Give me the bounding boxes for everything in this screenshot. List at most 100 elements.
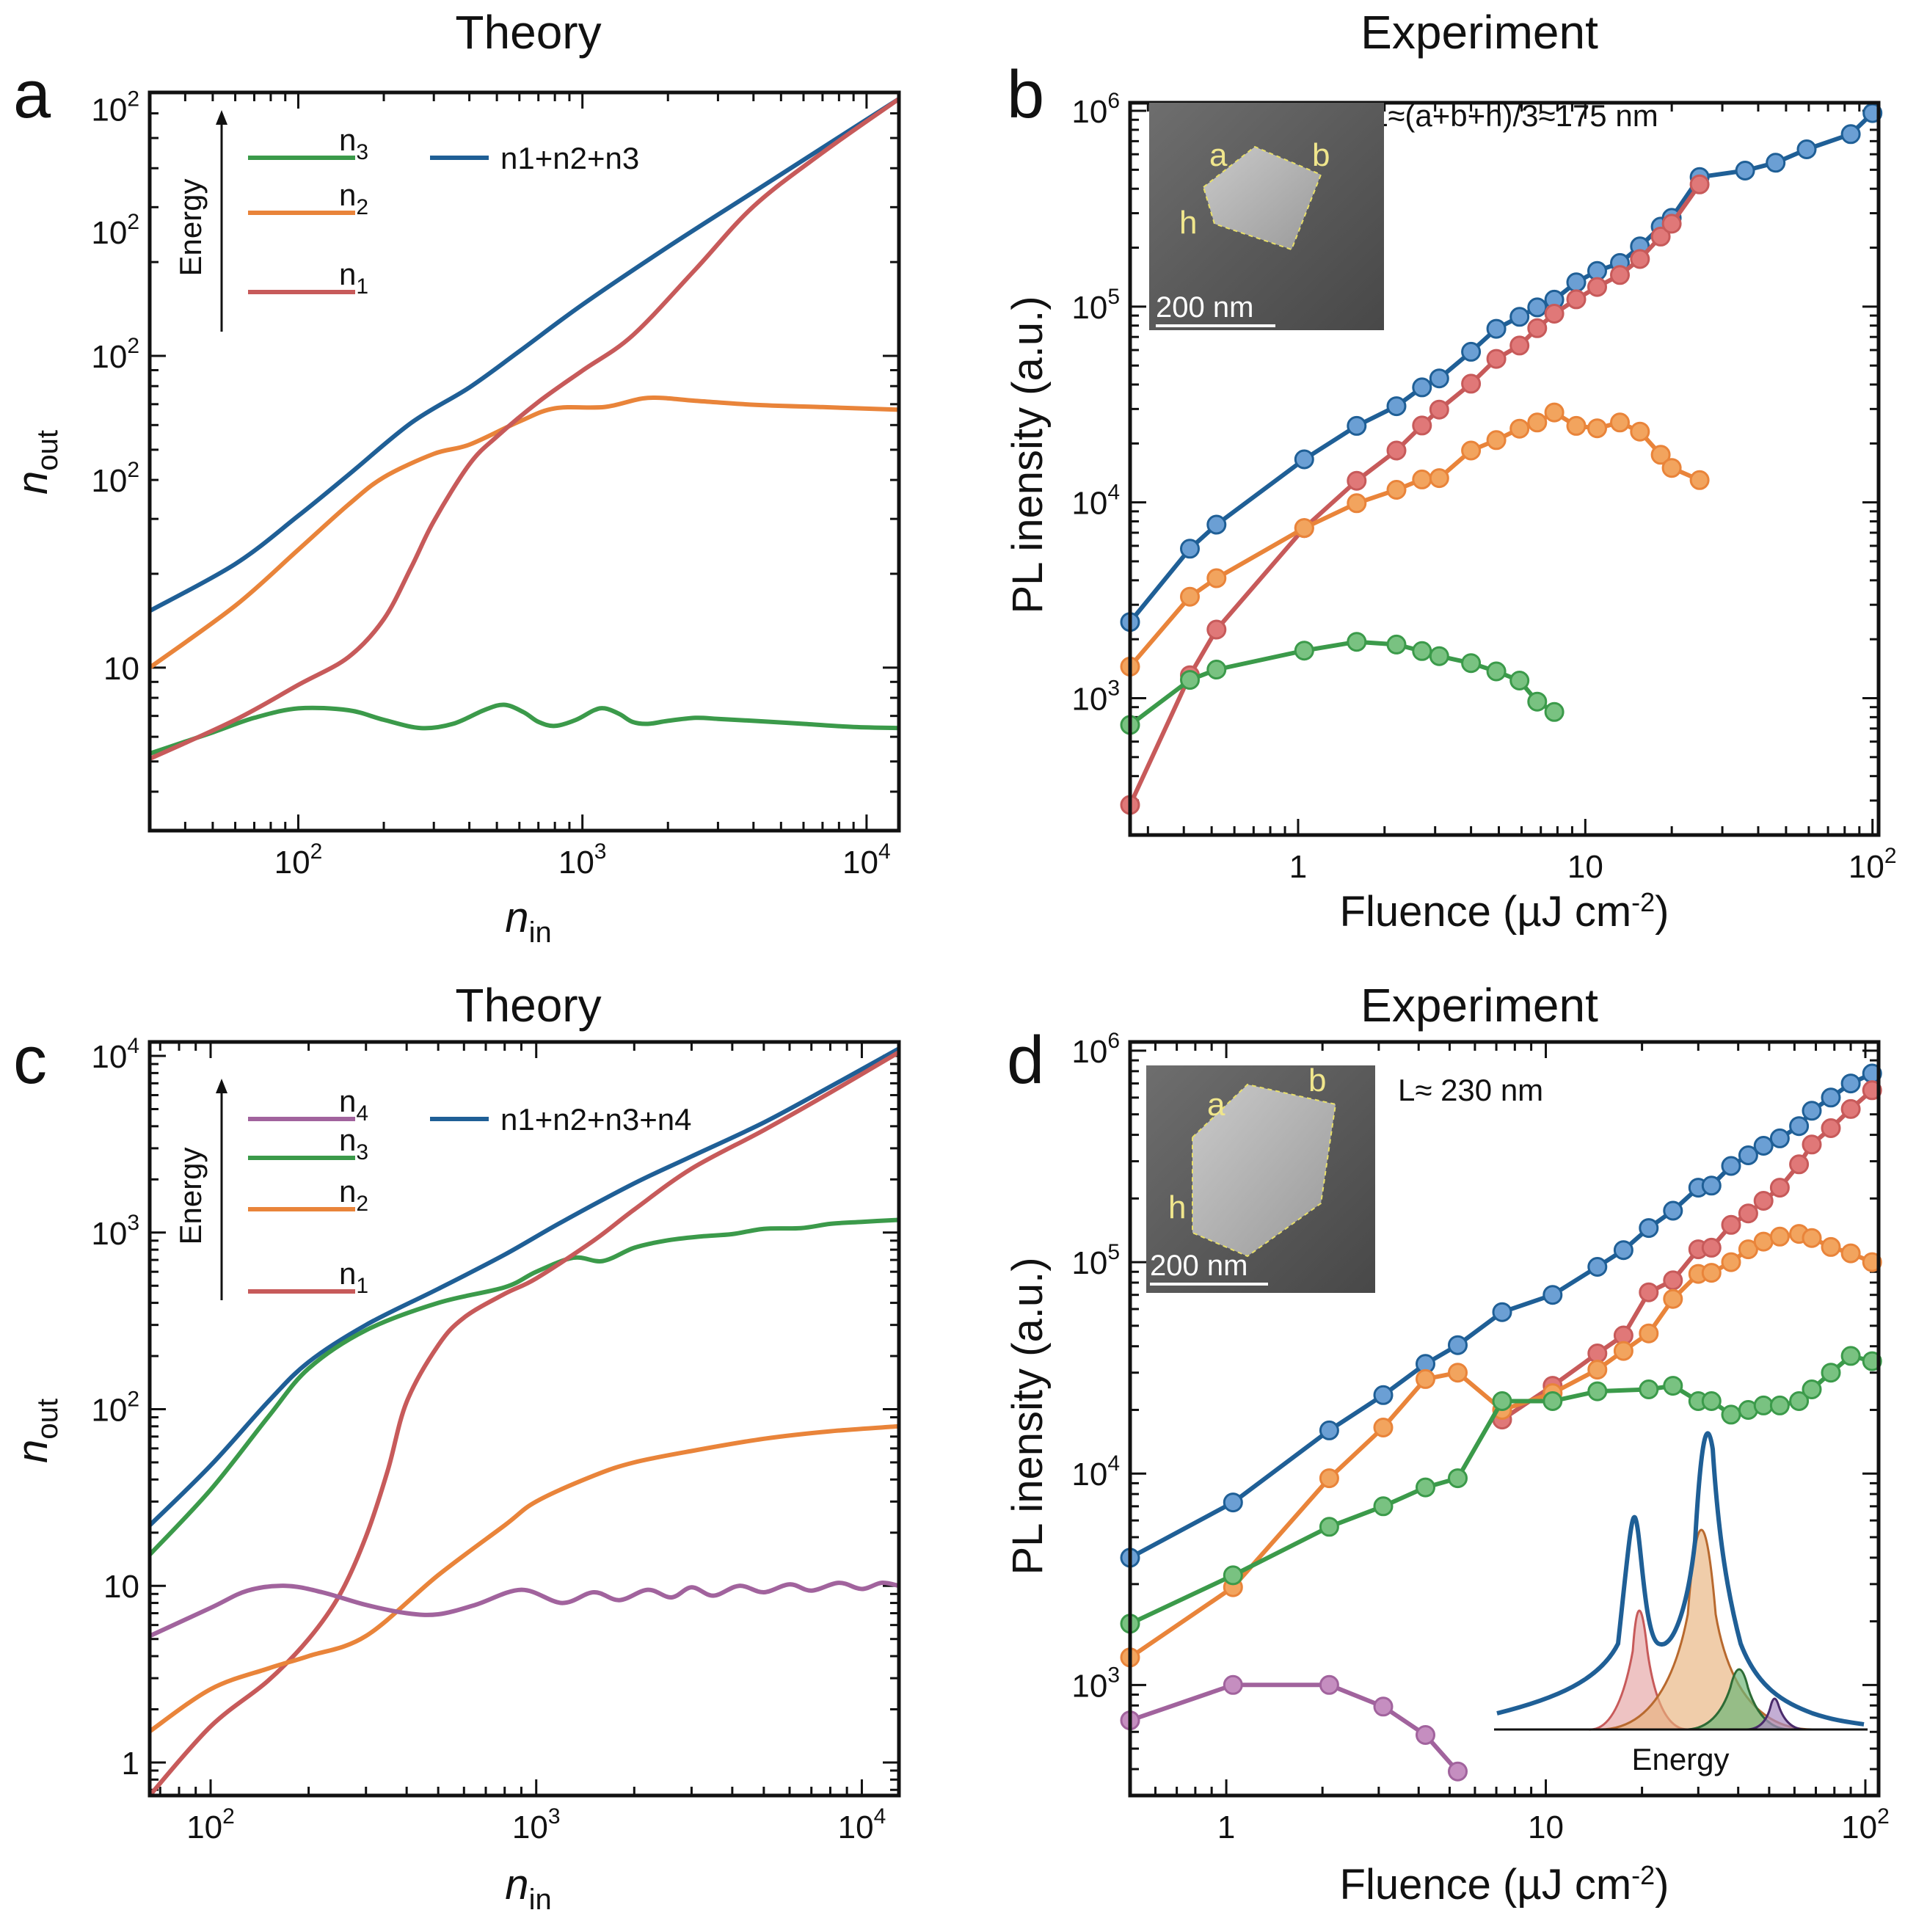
- panel-a-ylabel: nout: [9, 430, 64, 495]
- x-tick-label: 102: [274, 839, 323, 881]
- data-point: [1613, 1341, 1633, 1361]
- series-line-n1+n2+n3+n4: [147, 1046, 900, 1527]
- data-point: [1180, 670, 1200, 690]
- series-line-n3: [147, 1217, 900, 1556]
- data-point: [1769, 1178, 1790, 1198]
- data-point: [1461, 341, 1482, 362]
- data-point: [1347, 632, 1367, 652]
- data-point: [1486, 318, 1507, 339]
- panel-c-label: c: [13, 1023, 47, 1098]
- data-point: [1386, 634, 1407, 655]
- data-point: [1544, 701, 1565, 722]
- data-point: [1386, 480, 1407, 500]
- data-point: [1840, 1346, 1861, 1366]
- sem-scale-label: 200 nm: [1150, 1250, 1247, 1282]
- data-point: [1689, 470, 1710, 490]
- data-point: [1527, 691, 1548, 712]
- panel-d-ylabel: PL inensity (a.u.): [1004, 1257, 1052, 1575]
- data-point: [1587, 1344, 1608, 1363]
- data-point: [1461, 373, 1482, 394]
- data-point: [1319, 1420, 1339, 1440]
- data-point: [1661, 214, 1682, 234]
- data-point: [1630, 421, 1650, 442]
- legend-n3-label: n3: [339, 1123, 368, 1164]
- data-point: [1566, 289, 1587, 310]
- data-point: [1587, 1257, 1608, 1277]
- data-point: [1448, 1363, 1468, 1383]
- data-point: [1461, 653, 1482, 674]
- x-tick-label: 102: [1848, 844, 1897, 885]
- data-point: [1206, 660, 1227, 679]
- data-point: [1840, 124, 1861, 145]
- data-point: [1766, 153, 1786, 173]
- data-point: [1416, 1725, 1435, 1745]
- sem-label-h: h: [1179, 205, 1197, 241]
- data-point: [1650, 226, 1671, 247]
- data-point: [1862, 1080, 1882, 1101]
- plot-frame: [147, 90, 901, 833]
- data-point: [1610, 265, 1630, 285]
- data-point: [1862, 1252, 1882, 1272]
- series-line-purple: [1129, 1683, 1460, 1774]
- data-point: [1206, 568, 1227, 588]
- data-point: [1448, 1761, 1468, 1782]
- panel-a: Theory a 102 103 104 10 102 102 102 102 nin nou…: [9, 6, 901, 949]
- data-point: [1319, 1517, 1339, 1537]
- data-point: [1701, 1237, 1722, 1258]
- sem-label-b: b: [1308, 1062, 1326, 1098]
- x-tick-label: 10: [1567, 849, 1603, 885]
- data-point: [1429, 646, 1449, 666]
- x-tick-label: 1: [1289, 849, 1307, 885]
- data-point: [1802, 1134, 1822, 1155]
- data-point: [1650, 445, 1671, 465]
- panel-d-title: Experiment: [1361, 979, 1598, 1032]
- data-point: [1721, 1404, 1741, 1425]
- arrow-head-icon: [216, 110, 227, 125]
- data-point: [1769, 1128, 1790, 1148]
- chart-a: 102 103 104 10 102 102 102 102: [91, 87, 901, 881]
- panel-b-sem-inset: a b h 200 nm: [1149, 103, 1384, 330]
- spectrum-xlabel: Energy: [1631, 1742, 1729, 1776]
- y-tick-label: 103: [91, 1211, 139, 1252]
- panel-c-title: Theory: [455, 979, 601, 1032]
- data-point: [1486, 661, 1507, 682]
- sem-label-b: b: [1312, 137, 1330, 173]
- data-point: [1753, 1191, 1774, 1211]
- data-point: [1412, 641, 1432, 661]
- y-tick-label: 10: [103, 651, 139, 687]
- data-point: [1429, 468, 1449, 489]
- x-tick-label: 102: [1841, 1804, 1890, 1845]
- data-point: [1639, 1379, 1659, 1399]
- data-point: [1429, 368, 1449, 389]
- panel-a-legend: Energy n3 n2 n1 n1+n2+n3: [173, 110, 639, 332]
- panel-b-ylabel: PL inensity (a.u.): [1004, 296, 1052, 613]
- data-point: [1527, 412, 1548, 433]
- data-point: [1373, 1496, 1394, 1517]
- series-line-n1: [147, 1050, 900, 1797]
- energy-label: Energy: [173, 1147, 208, 1244]
- legend-sum-label: n1+n2+n3+n4: [500, 1102, 691, 1137]
- data-point: [1461, 440, 1482, 461]
- data-point: [1738, 1203, 1758, 1224]
- legend-n4-label: n4: [339, 1084, 368, 1126]
- data-point: [1663, 1376, 1683, 1396]
- data-point: [1840, 1098, 1861, 1119]
- panel-a-title: Theory: [455, 6, 601, 59]
- panel-d-sem-inset: a b h 200 nm: [1146, 1062, 1375, 1293]
- data-point: [1689, 174, 1710, 194]
- panel-d-annotation: L≈ 230 nm: [1398, 1073, 1543, 1107]
- panel-b-xlabel: Fluence (µJ cm-2): [1340, 887, 1669, 936]
- data-point: [1789, 1391, 1810, 1411]
- data-point: [1486, 349, 1507, 369]
- panel-c-ylabel: nout: [9, 1399, 64, 1463]
- sem-particle: [1203, 147, 1321, 249]
- y-tick-label: 102: [91, 210, 139, 251]
- data-point: [1412, 377, 1432, 398]
- data-point: [1509, 418, 1530, 439]
- data-point: [1416, 1477, 1435, 1498]
- spectrum-total: [1496, 1431, 1865, 1727]
- data-point: [1738, 1145, 1758, 1165]
- data-point: [1486, 430, 1507, 451]
